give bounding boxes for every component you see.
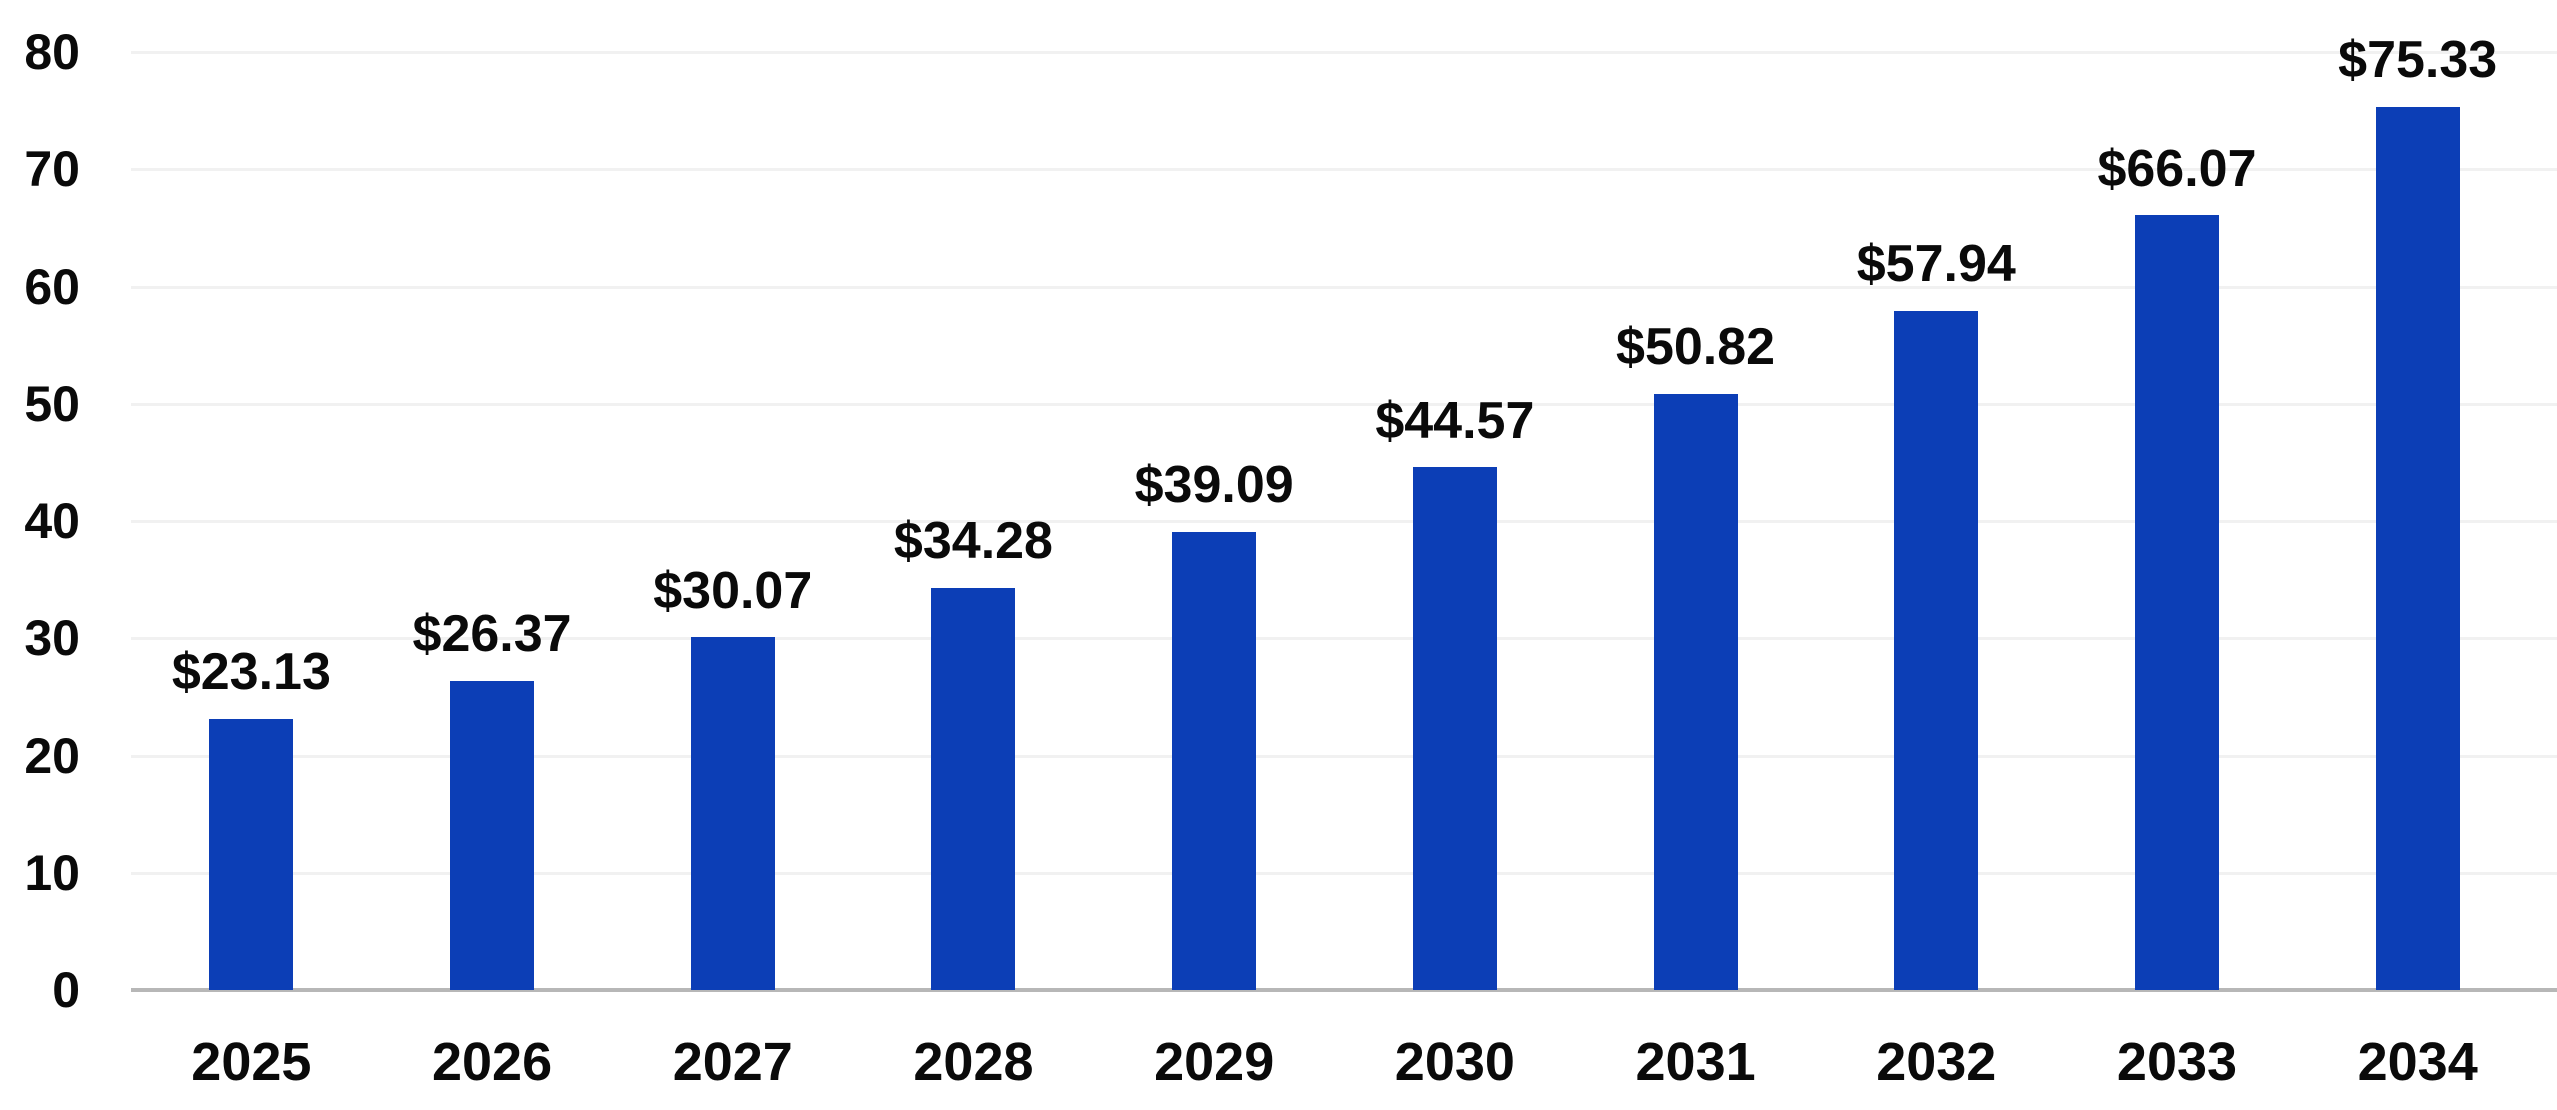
gridline xyxy=(131,520,2557,523)
x-tick-label: 2031 xyxy=(1635,1032,1756,1092)
bar-column: $50.82 xyxy=(1575,52,1816,990)
bar-value-label: $50.82 xyxy=(1616,318,1776,377)
gridline xyxy=(131,754,2557,758)
bar-column: $26.37 xyxy=(372,52,613,990)
x-axis-line xyxy=(131,988,2557,992)
bar-value-label: $75.33 xyxy=(2338,30,2498,89)
bar-column: $34.28 xyxy=(853,52,1094,990)
bar-value-label: $57.94 xyxy=(1856,234,2016,293)
bar-column: $57.94 xyxy=(1816,52,2057,990)
y-tick-label: 70 xyxy=(24,141,80,198)
bar-column: $66.07 xyxy=(2057,52,2298,990)
gridline xyxy=(131,51,2557,54)
x-tick-label: 2030 xyxy=(1394,1032,1515,1092)
bar-column: $44.57 xyxy=(1335,52,1576,990)
bar xyxy=(209,718,294,990)
gridline xyxy=(131,285,2557,289)
bar xyxy=(2375,106,2460,990)
bar xyxy=(2134,215,2219,990)
x-tick-label: 2032 xyxy=(1876,1032,1997,1092)
y-tick-label: 50 xyxy=(24,375,80,432)
y-tick-label: 30 xyxy=(24,610,80,667)
x-tick-label: 2033 xyxy=(2116,1032,2238,1092)
bar xyxy=(1894,310,1979,990)
y-tick-label: 0 xyxy=(52,962,80,1018)
x-tick-label: 2026 xyxy=(431,1032,553,1092)
bar xyxy=(931,588,1016,990)
y-axis: 0 10 20 30 40 50 60 70 80 xyxy=(0,27,80,1015)
x-tick-label: 2034 xyxy=(2357,1032,2478,1092)
gridline xyxy=(131,168,2557,172)
y-tick-label: 10 xyxy=(24,844,80,901)
y-tick-label: 40 xyxy=(24,493,80,549)
bar xyxy=(1412,467,1497,990)
bar-value-label: $23.13 xyxy=(171,643,331,702)
bar-series: $23.13 $26.37 $30.07 $34.28 $39.09 $44.57 $50.… xyxy=(131,31,2538,990)
bar-column: $75.33 xyxy=(2297,31,2538,990)
bar-column: $23.13 xyxy=(131,52,372,990)
x-tick-label: 2029 xyxy=(1154,1032,1275,1092)
bar-value-label: $34.28 xyxy=(893,512,1053,571)
gridline xyxy=(131,871,2557,875)
y-tick-label: 60 xyxy=(24,258,80,315)
bar-value-label: $44.57 xyxy=(1375,391,1535,450)
bar xyxy=(690,637,775,990)
bar-column: $30.07 xyxy=(612,52,853,990)
bar-column: $39.09 xyxy=(1094,52,1335,990)
gridline xyxy=(131,402,2557,406)
bar-value-label: $39.09 xyxy=(1134,455,1294,514)
y-tick-label: 20 xyxy=(24,727,80,784)
bar-value-label: $66.07 xyxy=(2097,139,2257,198)
plot-area: $23.13 $26.37 $30.07 $34.28 $39.09 $44.57 $50.… xyxy=(131,31,2557,992)
x-tick-label: 2025 xyxy=(191,1032,312,1092)
bar xyxy=(450,680,535,990)
bar xyxy=(1172,531,1257,990)
x-tick-label: 2027 xyxy=(672,1032,793,1092)
x-tick-label: 2028 xyxy=(913,1032,1034,1092)
x-axis: 2025 2026 2027 2028 2029 2030 2031 2032 2033 2034 xyxy=(131,1035,2538,1089)
y-tick-label: 80 xyxy=(24,24,80,80)
bar-value-label: $26.37 xyxy=(412,605,572,664)
bar xyxy=(1653,394,1738,990)
gridline xyxy=(131,637,2557,641)
bar-value-label: $30.07 xyxy=(653,561,813,620)
